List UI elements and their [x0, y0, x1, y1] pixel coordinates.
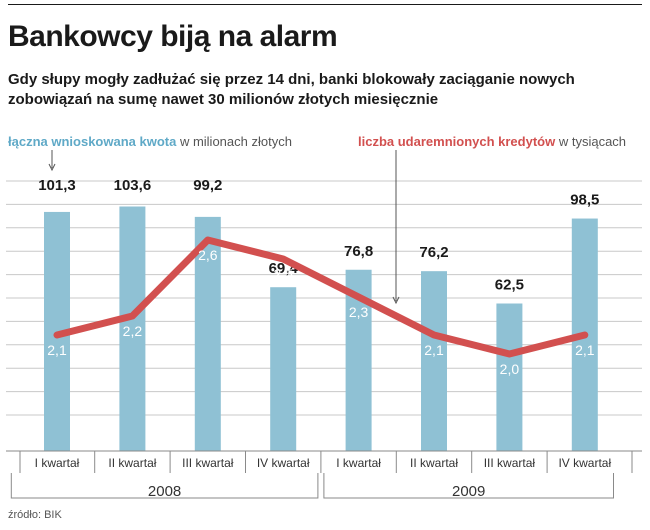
line-value-label: 2,2	[123, 323, 143, 339]
bar-value-label: 101,3	[38, 177, 76, 194]
top-rule	[8, 4, 642, 5]
line-value-label: 2,1	[47, 342, 67, 358]
category-label: I kwartał	[35, 456, 80, 470]
bar	[496, 303, 523, 451]
legend-bars: łączna wnioskowana kwota w milionach zło…	[8, 134, 292, 149]
bar-value-label: 103,6	[114, 177, 152, 194]
line-value-label: 2,6	[198, 247, 218, 263]
line-series	[53, 236, 589, 358]
year-bracket	[10, 473, 319, 499]
year-label: 2009	[452, 483, 485, 500]
category-label: I kwartał	[336, 456, 381, 470]
year-bracket	[323, 473, 614, 499]
category-label: IV kwartał	[558, 456, 611, 470]
legend-bars-label: łączna wnioskowana kwota	[8, 134, 177, 149]
source-note: źródło: BIK	[8, 509, 62, 521]
legend-line-label: liczba udaremnionych kredytów	[358, 134, 556, 149]
category-label: IV kwartał	[257, 456, 310, 470]
line-value-label: 2,0	[500, 361, 520, 377]
bar-value-label: 98,5	[570, 192, 599, 209]
line-value-label: 2,1	[424, 342, 444, 358]
line-value-label: 2,3	[349, 304, 369, 320]
bar-value-label: 62,5	[495, 277, 524, 294]
page-title: Bankowcy biją na alarm	[8, 20, 338, 53]
category-label: III kwartał	[484, 456, 536, 470]
category-label: II kwartał	[410, 456, 458, 470]
category-label: II kwartał	[108, 456, 156, 470]
subtitle: Gdy słupy mogły zadłużać się przez 14 dn…	[8, 71, 575, 108]
legend-bars-unit: w milionach złotych	[179, 134, 292, 149]
bar	[194, 216, 221, 451]
category-label: III kwartał	[182, 456, 234, 470]
legend-line: liczba udaremnionych kredytów w tysiącac…	[358, 134, 626, 149]
bar	[119, 206, 146, 451]
bar-value-label: 76,8	[344, 243, 373, 260]
bar	[421, 271, 447, 451]
line-value-label: 2,5	[273, 266, 293, 282]
bar-value-label: 76,2	[419, 244, 448, 261]
line-value-label: 2,1	[575, 342, 595, 358]
legend-pointer-bars-head	[48, 163, 56, 172]
bar	[270, 287, 297, 451]
legend-line-unit: w tysiącach	[558, 134, 627, 149]
legend-pointer-line-head	[392, 296, 400, 305]
bar-value-label: 99,2	[193, 177, 222, 194]
year-label: 2008	[148, 483, 181, 500]
